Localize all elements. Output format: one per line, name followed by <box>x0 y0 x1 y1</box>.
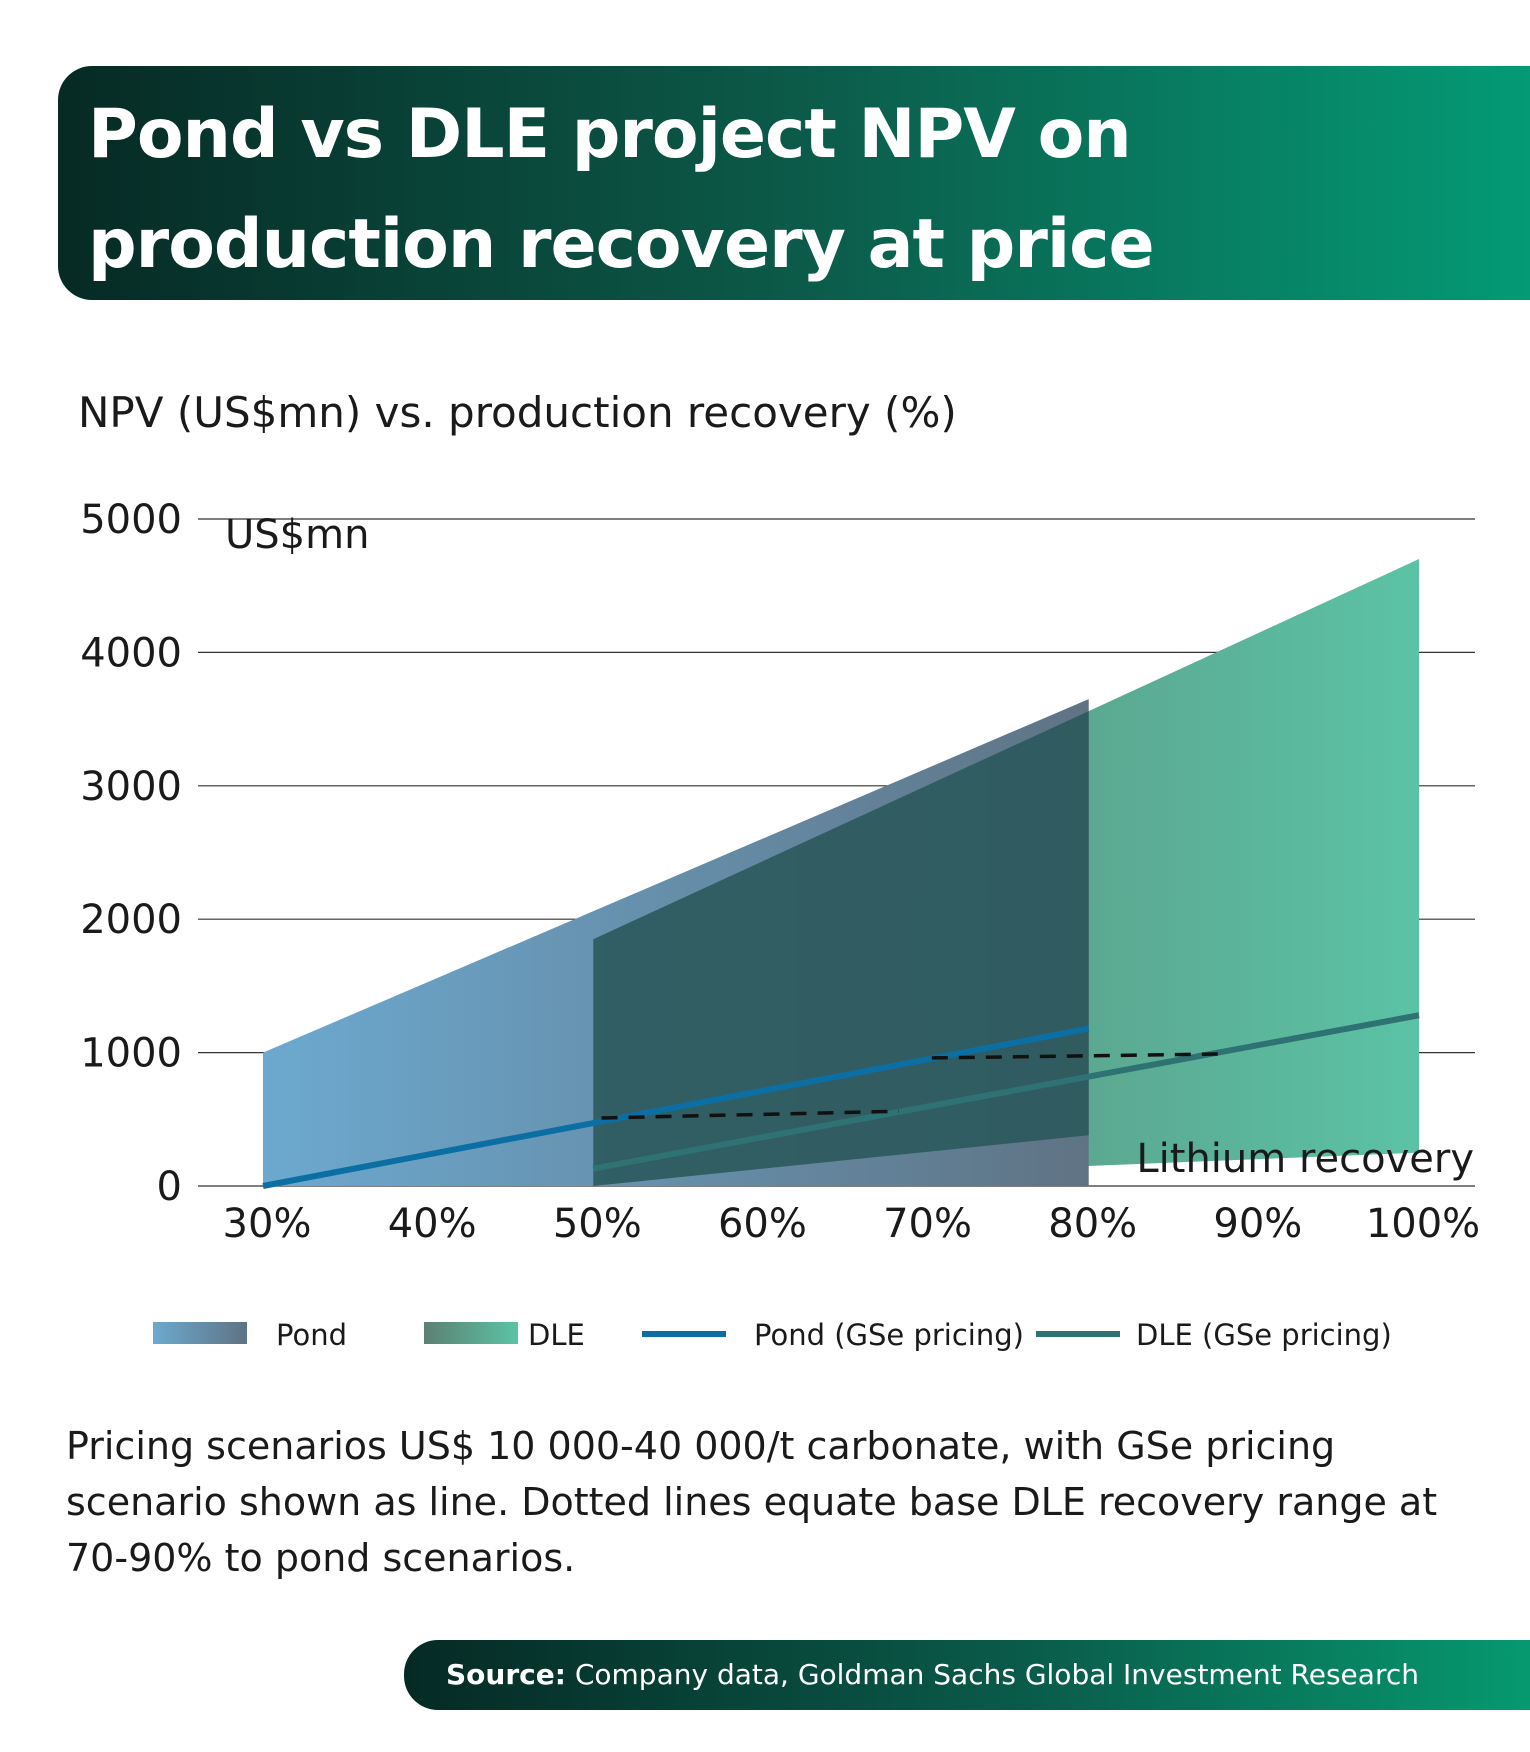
x-tick-label: 70% <box>883 1201 972 1247</box>
y-axis-label: US$mn <box>225 512 369 558</box>
x-tick-label: 50% <box>553 1201 642 1247</box>
x-tick-label: 80% <box>1048 1201 1137 1247</box>
x-tick-label: 90% <box>1213 1201 1302 1247</box>
legend-pond-swatch <box>153 1322 247 1344</box>
pond-gse-line <box>262 1025 1090 1189</box>
chart-note: Pricing scenarios US$ 10 000-40 000/t ca… <box>66 1424 1438 1580</box>
chart-subtitle: NPV (US$mn) vs. production recovery (%) <box>78 388 957 437</box>
legend-dle-swatch <box>424 1322 518 1344</box>
source-label: Source: <box>446 1658 566 1691</box>
x-tick-label: 30% <box>223 1201 312 1247</box>
chart-title: Pond vs DLE project NPV on production re… <box>88 95 1155 394</box>
npv-chart: 0 1000 2000 3000 4000 5000 30% 40% 50% 60% 70% 80% 9… <box>80 497 1480 1352</box>
y-tick-label: 1000 <box>80 1031 182 1077</box>
legend-pond-gse-label: Pond (GSe pricing) <box>754 1318 1024 1352</box>
dotted-line <box>931 1052 1221 1060</box>
y-tick-label: 3000 <box>80 764 182 810</box>
source-body: Company data, Goldman Sachs Global Inves… <box>565 1658 1419 1691</box>
legend-pond-label: Pond <box>276 1318 347 1352</box>
x-tick-label: 40% <box>388 1201 477 1247</box>
dle-gse-line <box>592 1012 1420 1172</box>
y-tick-label: 4000 <box>80 630 182 676</box>
source-text: Source: Company data, Goldman Sachs Glob… <box>446 1640 1419 1710</box>
x-tick-label: 100% <box>1366 1201 1480 1247</box>
y-tick-label: 5000 <box>80 497 182 543</box>
legend-dle-gse-label: DLE (GSe pricing) <box>1136 1318 1392 1352</box>
legend-dle-label: DLE <box>528 1318 585 1352</box>
y-tick-label: 0 <box>157 1164 182 1210</box>
dotted-line <box>601 1109 899 1120</box>
source-banner <box>404 1640 1530 1710</box>
x-axis-label: Lithium recovery <box>1136 1136 1474 1182</box>
y-tick-label: 2000 <box>80 897 182 943</box>
overlap-band <box>593 711 1089 1186</box>
x-tick-label: 60% <box>718 1201 807 1247</box>
title-banner <box>58 66 1530 300</box>
